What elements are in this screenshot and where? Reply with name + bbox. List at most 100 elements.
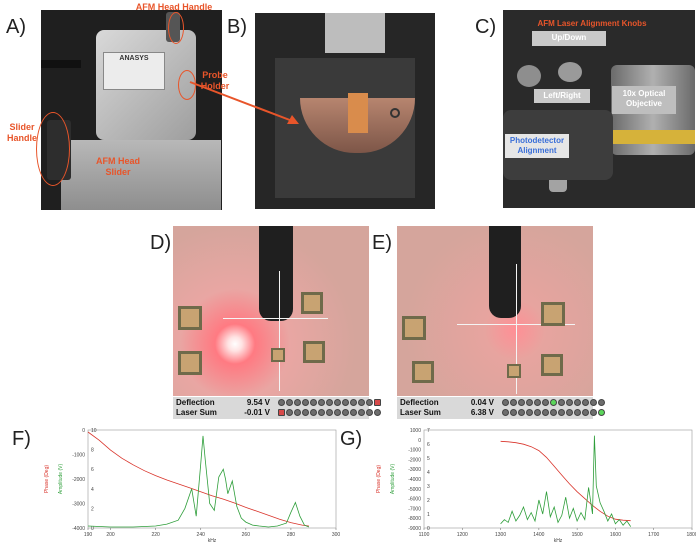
- cantilever-shadow: [259, 226, 293, 321]
- x-tick-label: 1700: [648, 532, 659, 538]
- panel-e-image: [397, 226, 593, 396]
- objective-yellow-band: [611, 130, 695, 144]
- knob-updown: [558, 62, 582, 82]
- crosshair-vertical: [279, 271, 280, 391]
- panel-d-letter: D): [150, 232, 172, 254]
- y-right-tick-label: 1: [427, 512, 430, 518]
- annotation-leftright: Left/Right: [543, 91, 581, 100]
- x-tick-label: 1400: [533, 532, 544, 538]
- panel-f-chart: 190 200 220 240 260 280 300kHz0-1000-2000-3000…: [44, 428, 340, 544]
- annotation-slider-handle: Slider Handle: [6, 122, 37, 143]
- lasersum-label: Laser Sum: [400, 408, 441, 417]
- y-right-tick-label: 2: [427, 498, 430, 504]
- label-box-updown: [532, 31, 606, 46]
- panel-e-readout: Deflection 0.04 V Laser Sum 6.38 V: [397, 397, 605, 419]
- panel-g-letter: G): [340, 428, 363, 450]
- y-right-tick-label: 4: [427, 470, 430, 476]
- y-right-axis-label: Amplitude (V): [390, 464, 396, 495]
- y-left-tick-label: 0: [82, 428, 85, 434]
- x-tick-label: 260: [242, 532, 251, 538]
- panel-d-image: [173, 226, 369, 396]
- annotation-probe-holder: Probe Holder: [200, 70, 230, 91]
- marker-b-3: [541, 354, 563, 376]
- probe-top-detail: [325, 13, 385, 53]
- panel-a-letter: A): [6, 16, 26, 38]
- y-right-tick-label: 0: [427, 526, 430, 532]
- deflection-led-bar: [502, 399, 605, 406]
- amplitude-series-line: [500, 435, 632, 527]
- y-right-tick-label: 8: [91, 448, 94, 454]
- cable: [41, 60, 81, 68]
- y-left-tick-label: -2000: [408, 457, 421, 463]
- x-tick-label: 1100: [419, 532, 430, 538]
- y-right-axis-label: Amplitude (V): [58, 464, 64, 495]
- plot-frame: [423, 429, 693, 529]
- panel-e-letter: E): [372, 232, 392, 254]
- y-left-tick-label: -6000: [408, 497, 421, 503]
- panel-a-photo: ANASYS: [41, 10, 222, 210]
- deflection-label: Deflection: [400, 398, 439, 407]
- label-box-photodetector: [505, 134, 569, 158]
- y-left-tick-label: 0: [418, 438, 421, 444]
- y-right-tick-label: 6: [91, 467, 94, 473]
- marker-b-2: [301, 292, 323, 314]
- deflection-label: Deflection: [176, 398, 215, 407]
- x-tick-label: 1500: [572, 532, 583, 538]
- probe-holder-arrow: [189, 81, 299, 124]
- plot-frame: [87, 429, 337, 529]
- y-left-tick-label: 1000: [410, 428, 421, 434]
- y-right-tick-label: 7: [427, 428, 430, 434]
- y-left-tick-label: -7000: [408, 506, 421, 512]
- x-tick-label: 220: [151, 532, 160, 538]
- y-right-tick-label: 3: [427, 484, 430, 490]
- x-tick-label: 200: [106, 532, 115, 538]
- annotation-afm-head-handle: AFM Head Handle: [135, 2, 213, 12]
- marker-b-4: [412, 361, 434, 383]
- annotation-afm-head-slider: AFM Head Slider: [95, 156, 140, 177]
- x-axis-label: kHz: [208, 538, 217, 544]
- annotation-knobs-title: AFM Laser Alignment Knobs: [537, 19, 647, 28]
- marker-b-4: [178, 351, 202, 375]
- deflection-led-bar: [278, 399, 381, 406]
- y-left-tick-label: -5000: [408, 487, 421, 493]
- probe-chip: [348, 93, 368, 133]
- y-left-tick-label: -3000: [408, 467, 421, 473]
- y-right-tick-label: 4: [91, 487, 94, 493]
- holder-screw-hole: [390, 108, 400, 118]
- y-left-tick-label: -1000: [72, 453, 85, 459]
- x-tick-label: 280: [287, 532, 296, 538]
- marker-b-5: [271, 348, 285, 362]
- afm-head-label-plate: ANASYS: [103, 52, 165, 90]
- deflection-value: 0.04 V: [470, 398, 494, 407]
- y-left-tick-label: -2000: [72, 477, 85, 483]
- marker-b-3: [303, 341, 325, 363]
- panel-f-letter: F): [12, 428, 31, 450]
- marker-b-1: [178, 306, 202, 330]
- label-box-objective: [612, 86, 676, 114]
- y-right-tick-label: 10: [91, 428, 97, 434]
- x-axis-label: kHz: [554, 538, 563, 544]
- panel-b-letter: B): [227, 16, 247, 38]
- lasersum-led-bar: [278, 409, 381, 416]
- marker-b-5: [507, 364, 521, 378]
- panel-b-photo: [255, 13, 435, 209]
- lasersum-value: -0.01 V: [244, 408, 270, 417]
- cantilever-shadow: [489, 226, 521, 318]
- crosshair-horizontal: [223, 318, 328, 319]
- y-left-tick-label: -3000: [72, 502, 85, 508]
- annotation-objective: 10x Optical Objective: [622, 89, 666, 108]
- annotation-updown: Up/Down: [551, 33, 587, 42]
- lasersum-led-bar: [502, 409, 605, 416]
- y-left-tick-label: -4000: [408, 477, 421, 483]
- slider-base: [61, 140, 221, 210]
- panel-g-chart: 1100 1200 1300 1400 1500 1600 1700 1800 kHz 1000 0…: [376, 428, 696, 544]
- y-right-tick-label: 2: [91, 506, 94, 512]
- crosshair-horizontal: [457, 324, 575, 325]
- y-left-tick-label: -4000: [72, 526, 85, 532]
- amplitude-series-line: [87, 435, 310, 528]
- x-tick-label: 1600: [610, 532, 621, 538]
- slider-handle-circle: [36, 112, 70, 186]
- x-tick-label: 1300: [495, 532, 506, 538]
- deflection-value: 9.54 V: [246, 398, 270, 407]
- y-right-tick-label: 5: [427, 456, 430, 462]
